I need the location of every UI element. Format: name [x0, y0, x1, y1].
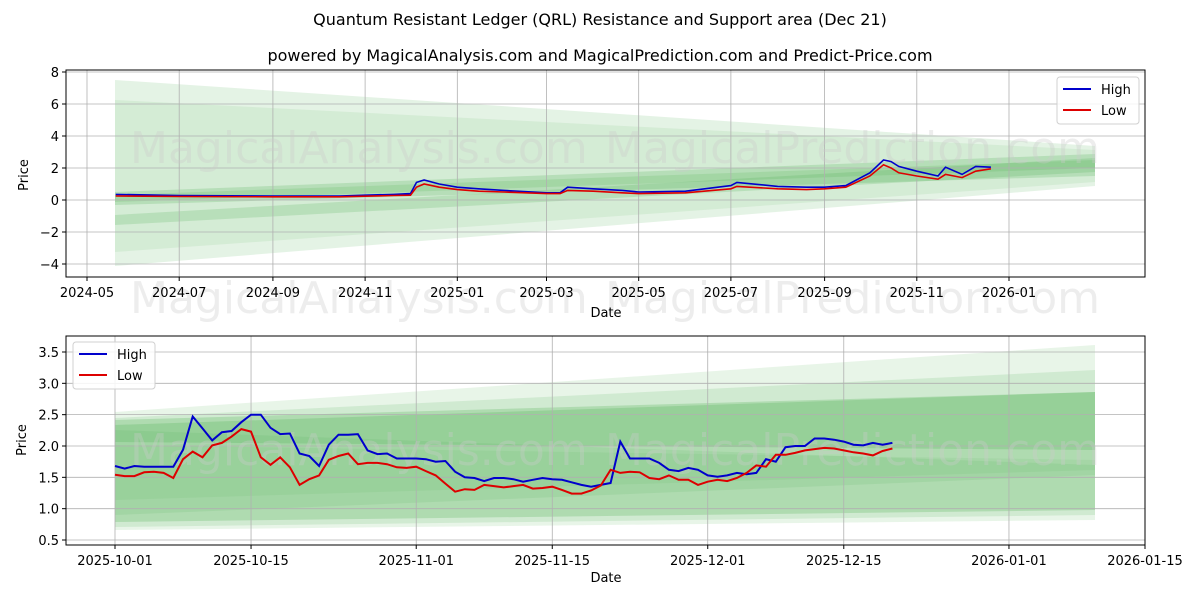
y-tick-label: 8	[51, 66, 59, 81]
chart-title: Quantum Resistant Ledger (QRL) Resistanc…	[313, 10, 887, 29]
legend-low-label: Low	[117, 369, 143, 384]
y-tick-label: 3.5	[38, 346, 59, 361]
x-tick-label: 2026-01	[982, 286, 1036, 301]
top-y-label: Price	[17, 159, 32, 191]
bottom-support-resistance-bands	[115, 345, 1095, 530]
legend-high-label: High	[117, 348, 147, 363]
bottom-chart: MagicalAnalysis.com MagicalPrediction.co…	[15, 335, 1183, 586]
top-y-axis: 8 6 4 2 0 −2 −4	[40, 66, 66, 273]
bottom-x-label: Date	[590, 571, 621, 586]
x-tick-label: 2025-07	[704, 286, 758, 301]
x-tick-label: 2025-01	[430, 286, 484, 301]
top-chart: MagicalAnalysis.com MagicalPrediction.co…	[17, 66, 1146, 324]
y-tick-label: 2.5	[38, 409, 59, 424]
watermark-mid-right: MagicalPrediction.com	[605, 273, 1100, 324]
top-x-label: Date	[590, 306, 621, 321]
bottom-legend: High Low	[72, 341, 156, 390]
watermark-mid-left: MagicalAnalysis.com	[130, 273, 588, 324]
bottom-low-line	[114, 428, 893, 495]
y-tick-label: 3.0	[38, 377, 59, 392]
x-tick-label: 2024-11	[338, 286, 392, 301]
y-tick-label: −4	[40, 258, 59, 273]
chart-subtitle: powered by MagicalAnalysis.com and Magic…	[267, 46, 933, 65]
x-tick-label: 2025-09	[797, 286, 851, 301]
y-tick-label: 4	[51, 130, 59, 145]
watermark-top-left: MagicalAnalysis.com	[130, 123, 588, 174]
watermark-bottom-right: MagicalPrediction.com	[605, 425, 1100, 476]
y-tick-label: 1.0	[38, 503, 59, 518]
x-tick-label: 2025-11	[890, 286, 944, 301]
top-low-line	[115, 163, 992, 198]
bottom-y-label: Price	[15, 424, 30, 456]
bottom-grid	[66, 336, 1146, 545]
y-tick-label: 6	[51, 98, 59, 113]
top-legend: High Low	[1056, 76, 1140, 125]
legend-low-label: Low	[1101, 104, 1127, 119]
x-tick-label: 2024-09	[246, 286, 300, 301]
bottom-high-line	[114, 413, 893, 488]
x-tick-label: 2025-03	[519, 286, 573, 301]
x-tick-label: 2025-10-01	[77, 554, 153, 569]
x-tick-label: 2025-11-01	[378, 554, 454, 569]
x-tick-label: 2025-11-15	[514, 554, 590, 569]
top-support-resistance-bands	[115, 80, 1095, 266]
bottom-plot-frame	[65, 335, 1146, 546]
x-tick-label: 2025-10-15	[213, 554, 289, 569]
top-high-line	[115, 159, 991, 197]
top-grid	[66, 70, 1145, 277]
x-tick-label: 2026-01-01	[971, 554, 1047, 569]
x-tick-label: 2026-01-15	[1107, 554, 1183, 569]
y-tick-label: 2.0	[38, 440, 59, 455]
x-tick-label: 2025-12-15	[806, 554, 882, 569]
bottom-y-axis: 3.5 3.0 2.5 2.0 1.5 1.0 0.5	[38, 346, 66, 549]
x-tick-label: 2024-07	[152, 286, 206, 301]
top-x-axis: 2024-05 2024-07 2024-09 2024-11 2025-01 2025-…	[60, 277, 1036, 301]
x-tick-label: 2025-05	[612, 286, 666, 301]
x-tick-label: 2025-12-01	[670, 554, 746, 569]
y-tick-label: 0.5	[38, 534, 59, 549]
y-tick-label: −2	[40, 226, 59, 241]
top-plot-frame	[65, 69, 1146, 278]
y-tick-label: 2	[51, 162, 59, 177]
watermark-top-right: MagicalPrediction.com	[605, 123, 1100, 174]
y-tick-label: 1.5	[38, 471, 59, 486]
watermark-bottom-left: MagicalAnalysis.com	[130, 425, 588, 476]
y-tick-label: 0	[51, 194, 59, 209]
bottom-x-axis: 2025-10-01 2025-10-15 2025-11-01 2025-11-15…	[77, 545, 1183, 569]
x-tick-label: 2024-05	[60, 286, 114, 301]
legend-high-label: High	[1101, 83, 1131, 98]
